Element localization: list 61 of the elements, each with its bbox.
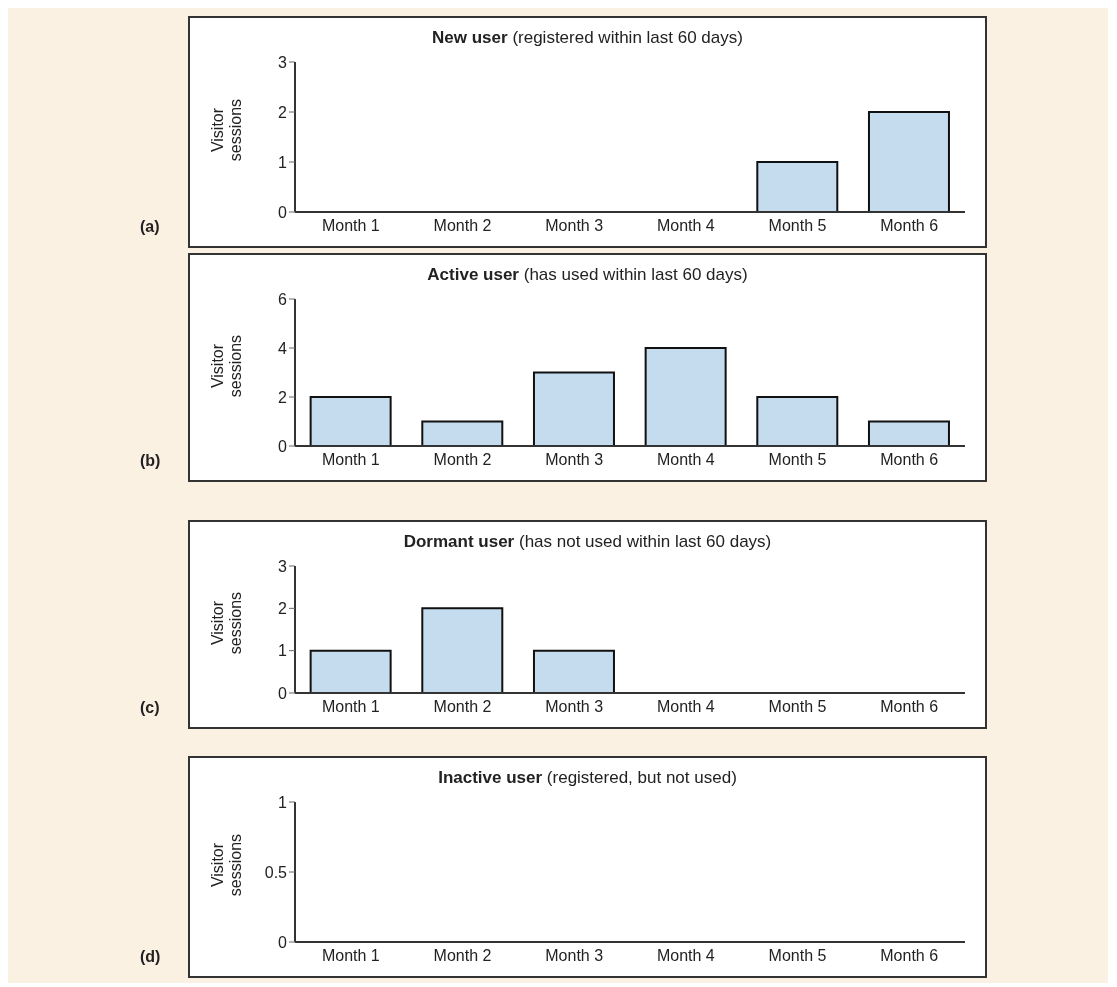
y-tick-label: 2 xyxy=(278,103,288,121)
y-tick-label: 4 xyxy=(278,339,288,357)
y-tick-label: 1 xyxy=(278,793,288,811)
bar xyxy=(867,420,950,446)
y-axis-title: Visitor sessions xyxy=(209,98,245,162)
y-tick-label: 6 xyxy=(278,290,288,308)
y-axis-title: Visitor sessions xyxy=(209,334,245,397)
x-tick-label: Month 4 xyxy=(656,947,715,965)
x-tick-label: Month 3 xyxy=(545,947,604,965)
y-tick-label: 2 xyxy=(278,388,288,406)
x-tick-label: Month 6 xyxy=(880,451,939,469)
x-tick-label: Month 4 xyxy=(656,217,715,235)
text: (c) xyxy=(140,699,160,717)
y-tick-label: 0 xyxy=(278,437,288,455)
x-tick-label: Month 3 xyxy=(545,698,604,716)
x-tick-label: Month 1 xyxy=(321,217,380,235)
x-tick-label: Month 6 xyxy=(880,698,939,716)
chart-title: Inactive user xyxy=(438,768,543,787)
y-tick-label: 2 xyxy=(278,600,288,618)
x-tick-label: Month 5 xyxy=(768,217,827,235)
x-tick-label: Month 6 xyxy=(880,217,939,235)
text: (a) xyxy=(140,218,160,236)
chart-subtitle: (has used within last 60 days) xyxy=(522,265,748,284)
x-tick-label: Month 3 xyxy=(545,451,604,469)
y-axis-title: Visitor sessions xyxy=(209,833,245,897)
x-tick-label: Month 2 xyxy=(433,947,492,965)
y-tick-label: 0 xyxy=(278,933,288,951)
bar xyxy=(756,396,839,446)
chart-subtitle: (registered within last 60 days) xyxy=(511,28,743,47)
x-tick-label: Month 4 xyxy=(656,698,715,716)
x-tick-label: Month 2 xyxy=(433,217,492,235)
chart-subtitle: (has not used within last 60 days) xyxy=(517,532,772,551)
y-tick-label: 1 xyxy=(278,153,288,171)
chart-subtitle: (registered, but not used) xyxy=(545,768,737,787)
chart-title: New user xyxy=(432,28,508,47)
x-tick-label: Month 5 xyxy=(768,451,827,469)
x-tick-label: Month 5 xyxy=(768,947,827,965)
bar xyxy=(309,396,392,446)
bar xyxy=(644,347,727,446)
x-tick-label: Month 3 xyxy=(545,217,604,235)
x-tick-label: Month 2 xyxy=(433,698,492,716)
y-axis-title: Visitor sessions xyxy=(209,591,245,654)
y-tick-label: 1 xyxy=(278,642,288,660)
x-tick-label: Month 1 xyxy=(321,698,380,716)
y-tick-label: 0 xyxy=(278,203,288,221)
x-tick-label: Month 1 xyxy=(321,947,380,965)
y-tick-label: 0 xyxy=(278,684,288,702)
x-tick-label: Month 6 xyxy=(880,947,939,965)
chart-title: Dormant user xyxy=(403,532,515,551)
x-tick-label: Month 4 xyxy=(656,451,715,469)
y-tick-label: 0.5 xyxy=(264,863,288,881)
text: (b) xyxy=(140,452,161,470)
chart-title: Active user xyxy=(427,265,519,284)
text: (d) xyxy=(140,948,161,966)
y-tick-label: 3 xyxy=(278,53,288,71)
bar xyxy=(421,420,504,446)
x-tick-label: Month 2 xyxy=(433,451,492,469)
x-tick-label: Month 1 xyxy=(321,451,380,469)
x-tick-label: Month 5 xyxy=(768,698,827,716)
y-tick-label: 3 xyxy=(278,557,288,575)
bar xyxy=(532,371,615,446)
